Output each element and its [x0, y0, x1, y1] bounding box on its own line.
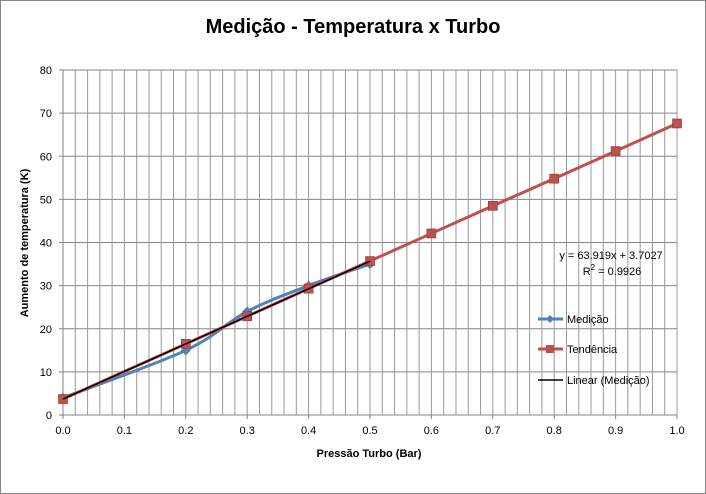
legend: Medição Tendência Linear (Medição) [538, 314, 650, 387]
legend-label: Linear (Medição) [567, 375, 650, 387]
series-line [62, 260, 371, 400]
legend-label: Medição [567, 314, 609, 326]
data-point-square [487, 201, 498, 211]
series-layer [58, 118, 682, 404]
data-point-square [365, 256, 375, 266]
y-tick-labels: 0 10 20 30 40 50 60 70 80 [40, 65, 63, 422]
r-squared-value: = 0.9926 [595, 266, 641, 278]
data-point-square [426, 228, 437, 239]
y-tick-label: 0 [46, 410, 52, 422]
data-point-square [549, 173, 560, 184]
x-tick-label: 0.1 [117, 425, 132, 437]
y-tick-label: 20 [40, 324, 52, 336]
data-point-square [610, 146, 621, 156]
y-tick-label: 40 [40, 238, 52, 250]
r-squared-text: R2 = 0.9926 [583, 263, 642, 278]
legend-item: Medição [538, 314, 609, 326]
x-tick-labels: 0.0 0.1 0.2 0.3 0.4 0.5 0.6 0.7 0.8 0.9 1.0 [55, 415, 685, 437]
series-2 [62, 260, 371, 400]
legend-swatch-marker [546, 315, 554, 323]
x-tick-label: 1.0 [669, 425, 684, 437]
data-point-square [672, 118, 682, 129]
legend-swatch-marker [546, 345, 554, 353]
chart-title: Medição - Temperatura x Turbo [206, 16, 501, 38]
legend-item: Linear (Medição) [538, 375, 650, 387]
x-axis-title: Pressão Turbo (Bar) [317, 448, 422, 460]
x-tick-label: 0.6 [424, 425, 439, 437]
legend-label: Tendência [567, 344, 618, 356]
y-tick-label: 60 [40, 151, 52, 163]
legend-item: Tendência [538, 344, 618, 356]
data-point-square [58, 394, 68, 404]
x-tick-label: 0.8 [547, 425, 562, 437]
y-tick-label: 30 [40, 281, 52, 293]
y-tick-label: 50 [40, 194, 52, 206]
x-tick-label: 0.5 [362, 425, 377, 437]
x-tick-label: 0.2 [178, 425, 193, 437]
y-tick-label: 70 [40, 108, 52, 120]
x-tick-label: 0.3 [240, 425, 255, 437]
x-tick-label: 0.7 [485, 425, 500, 437]
trendline-equation: y = 63.919x + 3.7027 R2 = 0.9926 [559, 250, 662, 278]
x-tick-label: 0.9 [608, 425, 623, 437]
trendline-equation-text: y = 63.919x + 3.7027 [559, 250, 662, 262]
y-tick-label: 80 [40, 65, 52, 77]
r-squared-exponent: 2 [591, 263, 596, 272]
r-squared-label: R [583, 266, 591, 278]
x-tick-label: 0.0 [55, 425, 70, 437]
x-tick-label: 0.4 [301, 425, 316, 437]
y-tick-label: 10 [40, 367, 52, 379]
y-axis-title: Aumento de temperatura (K) [19, 168, 31, 317]
